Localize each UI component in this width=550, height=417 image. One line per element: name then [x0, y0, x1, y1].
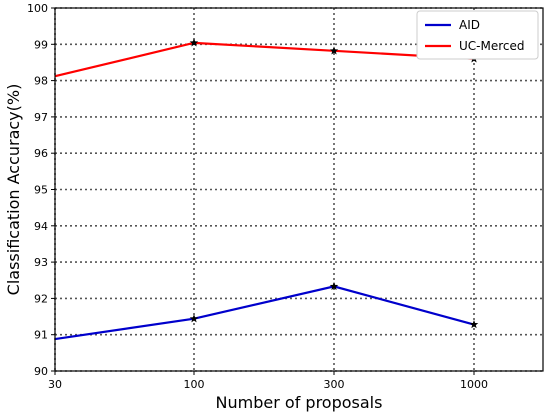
data-point-star [329, 281, 339, 291]
x-axis-title: Number of proposals [216, 393, 383, 412]
data-point-star [329, 46, 339, 55]
y-tick-label: 100 [27, 2, 48, 15]
legend: AID UC-Merced [416, 10, 539, 60]
series-line-uc-merced [54, 41, 475, 78]
grid-lines [54, 7, 543, 372]
y-tick-label: 97 [34, 111, 48, 124]
x-tick-label: 1000 [460, 378, 488, 391]
data-point-star [189, 38, 199, 47]
x-tick-label: 30 [48, 378, 62, 391]
y-tick-label: 93 [34, 256, 48, 269]
y-tick-label: 96 [34, 147, 48, 160]
y-tick-label: 99 [34, 38, 48, 51]
plot-area-frame [54, 7, 544, 372]
x-tick-label: 300 [324, 378, 345, 391]
y-tick-label: 91 [34, 329, 48, 342]
y-tick-label: 94 [34, 220, 48, 233]
series-line-aid [54, 285, 475, 341]
y-tick-label: 92 [34, 292, 48, 305]
data-point-star [469, 320, 479, 329]
legend-label: AID [459, 18, 480, 32]
x-tick-label: 100 [184, 378, 205, 391]
y-tick-label: 95 [34, 184, 48, 197]
legend-label: UC-Merced [459, 39, 525, 53]
y-tick-label: 98 [34, 75, 48, 88]
axis-ticks: 90 91 92 93 94 95 96 97 98 99 100 30 100 300 1000 [27, 2, 488, 391]
y-axis-title: Classification Accuracy(%) [4, 84, 23, 296]
y-tick-label: 90 [34, 365, 48, 378]
data-point-star [189, 314, 199, 323]
